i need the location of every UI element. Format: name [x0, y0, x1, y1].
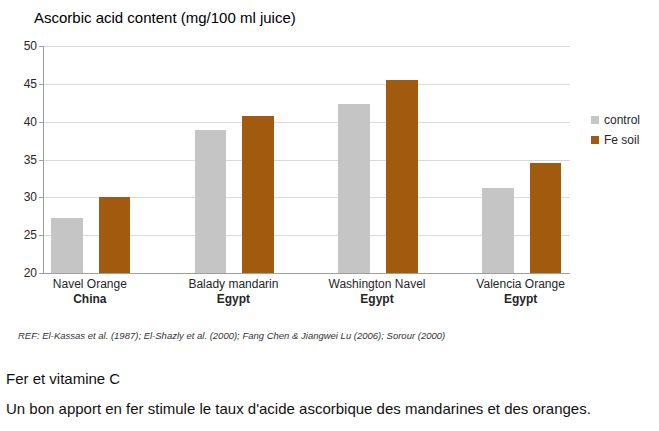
gridline-50 [44, 46, 570, 47]
legend-label-control: control [604, 113, 640, 127]
x-label-washington-navel: Washington NavelEgypt [329, 277, 426, 307]
category-name: Balady mandarin [188, 277, 278, 292]
reference-note: REF: El-Kassas et al. (1987); El-Shazly … [18, 330, 445, 341]
x-label-balady-mandarin: Balady mandarinEgypt [188, 277, 278, 307]
y-tick-label-50: 50 [7, 39, 37, 53]
x-label-valencia-orange: Valencia OrangeEgypt [476, 277, 565, 307]
bar-control-valencia-orange [482, 188, 514, 273]
y-tick-label-30: 30 [7, 190, 37, 204]
y-tick-30 [39, 197, 44, 198]
y-tick-label-35: 35 [7, 153, 37, 167]
y-tick-label-40: 40 [7, 115, 37, 129]
fe-soil-swatch-icon [591, 136, 599, 144]
y-tick-label-45: 45 [7, 77, 37, 91]
gridline-35 [44, 160, 570, 161]
x-axis-labels: Navel OrangeChinaBalady mandarinEgyptWas… [43, 277, 569, 311]
y-tick-20 [39, 273, 44, 274]
y-tick-50 [39, 46, 44, 47]
chart-title: Ascorbic acid content (mg/100 ml juice) [34, 9, 296, 26]
legend-label-fe-soil: Fe soil [604, 133, 639, 147]
category-name: Valencia Orange [476, 277, 565, 292]
category-country: Egypt [329, 292, 426, 307]
y-tick-40 [39, 122, 44, 123]
legend: control Fe soil [591, 110, 640, 150]
bar-control-navel-orange [51, 218, 83, 273]
caption-heading: Fer et vitamine C [6, 370, 120, 387]
bar-control-balady-mandarin [195, 130, 227, 273]
gridline-40 [44, 122, 570, 123]
y-tick-35 [39, 160, 44, 161]
chart-figure: Ascorbic acid content (mg/100 ml juice) … [0, 0, 659, 431]
y-tick-label-25: 25 [7, 228, 37, 242]
y-tick-45 [39, 84, 44, 85]
bar-fe-soil-valencia-orange [530, 163, 562, 273]
x-label-navel-orange: Navel OrangeChina [53, 277, 127, 307]
bar-fe-soil-balady-mandarin [242, 116, 274, 273]
legend-item-control: control [591, 110, 640, 130]
caption-body: Un bon apport en fer stimule le taux d'a… [6, 400, 591, 417]
y-tick-25 [39, 235, 44, 236]
plot-area: 20253035404550 [43, 46, 570, 274]
gridline-45 [44, 84, 570, 85]
category-country: Egypt [188, 292, 278, 307]
bar-fe-soil-navel-orange [99, 197, 131, 273]
category-name: Washington Navel [329, 277, 426, 292]
category-country: Egypt [476, 292, 565, 307]
category-name: Navel Orange [53, 277, 127, 292]
legend-item-fe-soil: Fe soil [591, 130, 640, 150]
bar-control-washington-navel [338, 104, 370, 273]
control-swatch-icon [591, 116, 599, 124]
bar-fe-soil-washington-navel [386, 80, 418, 273]
category-country: China [53, 292, 127, 307]
y-tick-label-20: 20 [7, 266, 37, 280]
